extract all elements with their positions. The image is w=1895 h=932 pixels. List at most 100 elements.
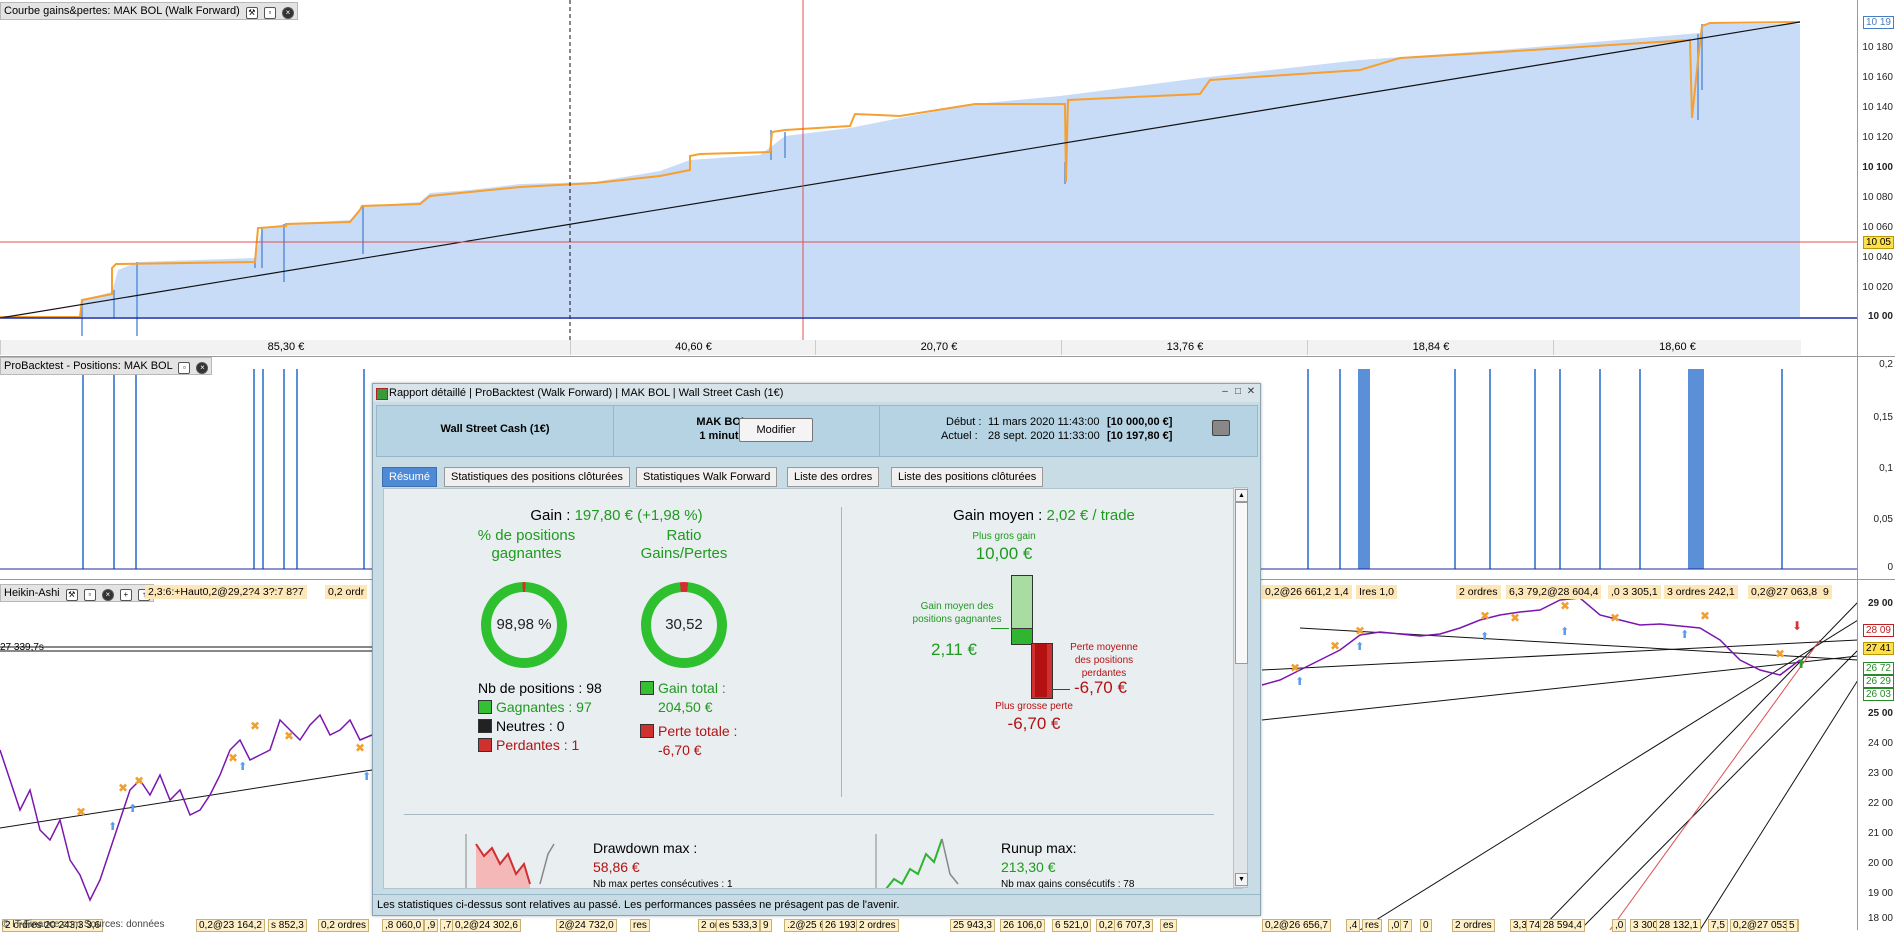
gain-value: 197,80 € (+1,98 %)	[574, 507, 703, 524]
window-icon[interactable]: ▫	[83, 589, 96, 601]
runup-label: Runup max:	[1001, 840, 1077, 856]
tab-walk-forward-stats[interactable]: Statistiques Walk Forward	[636, 467, 778, 487]
positions-y-axis[interactable]: 0,2 0,15 0,1 0,05 0	[1857, 357, 1895, 579]
modify-button[interactable]: Modifier	[739, 418, 813, 442]
runup-sub: Nb max gains consécutifs : 78	[1001, 879, 1135, 889]
price-y-axis[interactable]: 29 00 28 09 27 41 26 72 26 29 26 03 25 0…	[1857, 580, 1895, 930]
green-square-icon	[640, 681, 654, 695]
svg-text:✖: ✖	[1560, 599, 1570, 613]
equity-panel: Courbe gains&pertes: MAK BOL (Walk Forwa…	[0, 0, 1895, 357]
scrollbar-thumb[interactable]	[1235, 502, 1248, 664]
window-icon[interactable]: ▫	[178, 362, 191, 374]
minimize-icon[interactable]: –	[1222, 386, 1228, 397]
ratio-value: 30,52	[651, 592, 717, 658]
heikin-title-tail-text: 2,3:6:+Haut0,2@29,2?4 3?:7 8?7	[148, 586, 304, 598]
neutral-count: 0	[556, 718, 565, 734]
close-icon[interactable]: ×	[101, 589, 114, 601]
close-icon[interactable]: ×	[196, 362, 209, 374]
dialog-header: Wall Street Cash (1€) MAK BOL 1 minute M…	[376, 405, 1258, 457]
arrow-left-icon	[1052, 689, 1070, 690]
gain-label: Gain :	[530, 507, 571, 524]
svg-text:⬆: ⬆	[108, 820, 117, 833]
order-label: 28 594,4	[1540, 919, 1585, 932]
y-tick: 29 00	[1867, 598, 1893, 609]
dialog-title-part: MAK BOL	[621, 387, 670, 399]
maximize-icon[interactable]: □	[1234, 386, 1242, 397]
price-chart: ✖ ✖ ✖ ✖ ✖ ✖ ✖ ✖ ✖ ✖ ✖ ✖ ✖ ✖ ✖ ✖ ⬆ ⬆ ⬆ ⬆ ⬆ ⬆ ⬆ ⬆ ⬆ ⬇ ⬆	[0, 597, 1858, 930]
avg-loss: -6,70 €	[1074, 678, 1127, 697]
positions-panel-title: ProBacktest - Positions: MAK BOL ▫ ×	[0, 357, 213, 375]
equity-badge-current: 10 05	[1862, 236, 1894, 249]
tab-resume[interactable]: Résumé	[382, 467, 437, 487]
window-icon[interactable]: ▫	[263, 7, 276, 19]
y-tick: 0,05	[1873, 514, 1893, 525]
heikin-panel-title: Heikin-Ashi ⚒ ▫ × + ↑	[0, 584, 154, 602]
y-tick: 10 020	[1862, 282, 1893, 293]
svg-text:⬆: ⬆	[362, 770, 371, 783]
order-label: ,4	[1346, 919, 1361, 932]
heikin-title-tail2: 0,2 ordr	[325, 585, 368, 599]
svg-text:✖: ✖	[1700, 609, 1710, 623]
y-tick: 0	[1887, 562, 1893, 573]
equity-title-text: Courbe gains&pertes: MAK BOL (Walk Forwa…	[4, 5, 240, 17]
heikin-title-tail: 2,3:6:+Haut0,2@29,2?4 3?:7 8?7	[145, 585, 307, 599]
order-label: 0,2@26 656,7	[1262, 919, 1331, 932]
order-label: 26 106,0	[1000, 919, 1045, 932]
order-label: 25 943,3	[950, 919, 995, 932]
dialog-title-bar[interactable]: Rapport détaillé | ProBacktest (Walk For…	[373, 384, 1260, 402]
svg-text:✖: ✖	[355, 741, 365, 755]
instrument-cell: Wall Street Cash (1€)	[377, 406, 614, 456]
detailed-report-dialog[interactable]: Rapport détaillé | ProBacktest (Walk For…	[372, 383, 1261, 916]
equity-y-axis[interactable]: 10 19 10 180 10 160 10 140 10 120 10 100…	[1857, 0, 1895, 356]
scroll-down-icon[interactable]: ▼	[1235, 873, 1248, 886]
title-separator: |	[615, 387, 622, 399]
instrument-name: Wall Street Cash (1€)	[440, 423, 550, 435]
neutral-label: Neutres :	[496, 718, 553, 734]
scroll-up-icon[interactable]: ▲	[1235, 489, 1248, 502]
dates-cell: Début : 11 mars 2020 11:43:00 [10 000,00…	[880, 406, 1256, 456]
tab-closed-positions-list[interactable]: Liste des positions clôturées	[891, 467, 1044, 487]
pct-winning-ring: 98,98 %	[481, 582, 567, 668]
order-label: 0,2 ordres	[318, 919, 370, 932]
positions-breakdown: Nb de positions : 98 Gagnantes : 97 Neut…	[478, 679, 602, 755]
current-label: Actuel :	[941, 430, 978, 442]
equity-chart	[0, 0, 1858, 340]
avg-gain-value: 2,02 € / trade	[1046, 507, 1135, 524]
order-label: 0,2@24 302,6	[452, 919, 521, 932]
add-icon[interactable]: +	[119, 589, 132, 601]
summary-content: Gain : 197,80 € (+1,98 %) % de positions…	[383, 488, 1243, 889]
wf-segment: 40,60 €	[570, 340, 816, 355]
equity-badge-top: 10 19	[1862, 16, 1894, 29]
total-gain: 204,50 €	[658, 699, 713, 715]
red-square-icon	[478, 738, 492, 752]
system-cell: MAK BOL 1 minute	[614, 406, 880, 456]
svg-text:✖: ✖	[1330, 639, 1340, 653]
close-icon[interactable]: ✕	[1246, 386, 1256, 397]
svg-text:✖: ✖	[1510, 611, 1520, 625]
close-icon[interactable]: ×	[281, 7, 294, 19]
order-label: ,8 060,0	[382, 919, 425, 932]
order-label: ,0 3 305,1	[1608, 585, 1661, 599]
tab-closed-positions-stats[interactable]: Statistiques des positions clôturées	[444, 467, 630, 487]
wrench-icon[interactable]: ⚒	[65, 589, 78, 601]
vertical-scrollbar[interactable]: ▲ ▼	[1233, 487, 1248, 888]
svg-text:⬆: ⬆	[1796, 657, 1806, 671]
wrench-icon[interactable]: ⚒	[245, 7, 258, 19]
runup-chart	[875, 834, 959, 888]
svg-text:⬆: ⬆	[1560, 625, 1569, 638]
y-tick: 10 140	[1862, 102, 1893, 113]
y-tick: 0,1	[1879, 463, 1893, 474]
svg-text:✖: ✖	[1290, 661, 1300, 675]
pct-winning-label: % de positions gagnantes	[477, 527, 576, 562]
avg-loss-bar-shade	[1035, 644, 1047, 697]
y-tick: 10 00	[1867, 311, 1893, 322]
biggest-loss: -6,70 €	[1007, 714, 1061, 733]
dialog-title: Rapport détaillé	[389, 387, 467, 399]
tab-orders-list[interactable]: Liste des ordres	[787, 467, 880, 487]
start-label: Début :	[946, 416, 982, 428]
price-badge: 27 41	[1862, 642, 1894, 655]
printer-icon[interactable]	[1212, 420, 1230, 436]
y-tick: 10 080	[1862, 192, 1893, 203]
dialog-title-part: ProBacktest (Walk Forward)	[475, 387, 613, 399]
y-tick: 10 160	[1862, 72, 1893, 83]
